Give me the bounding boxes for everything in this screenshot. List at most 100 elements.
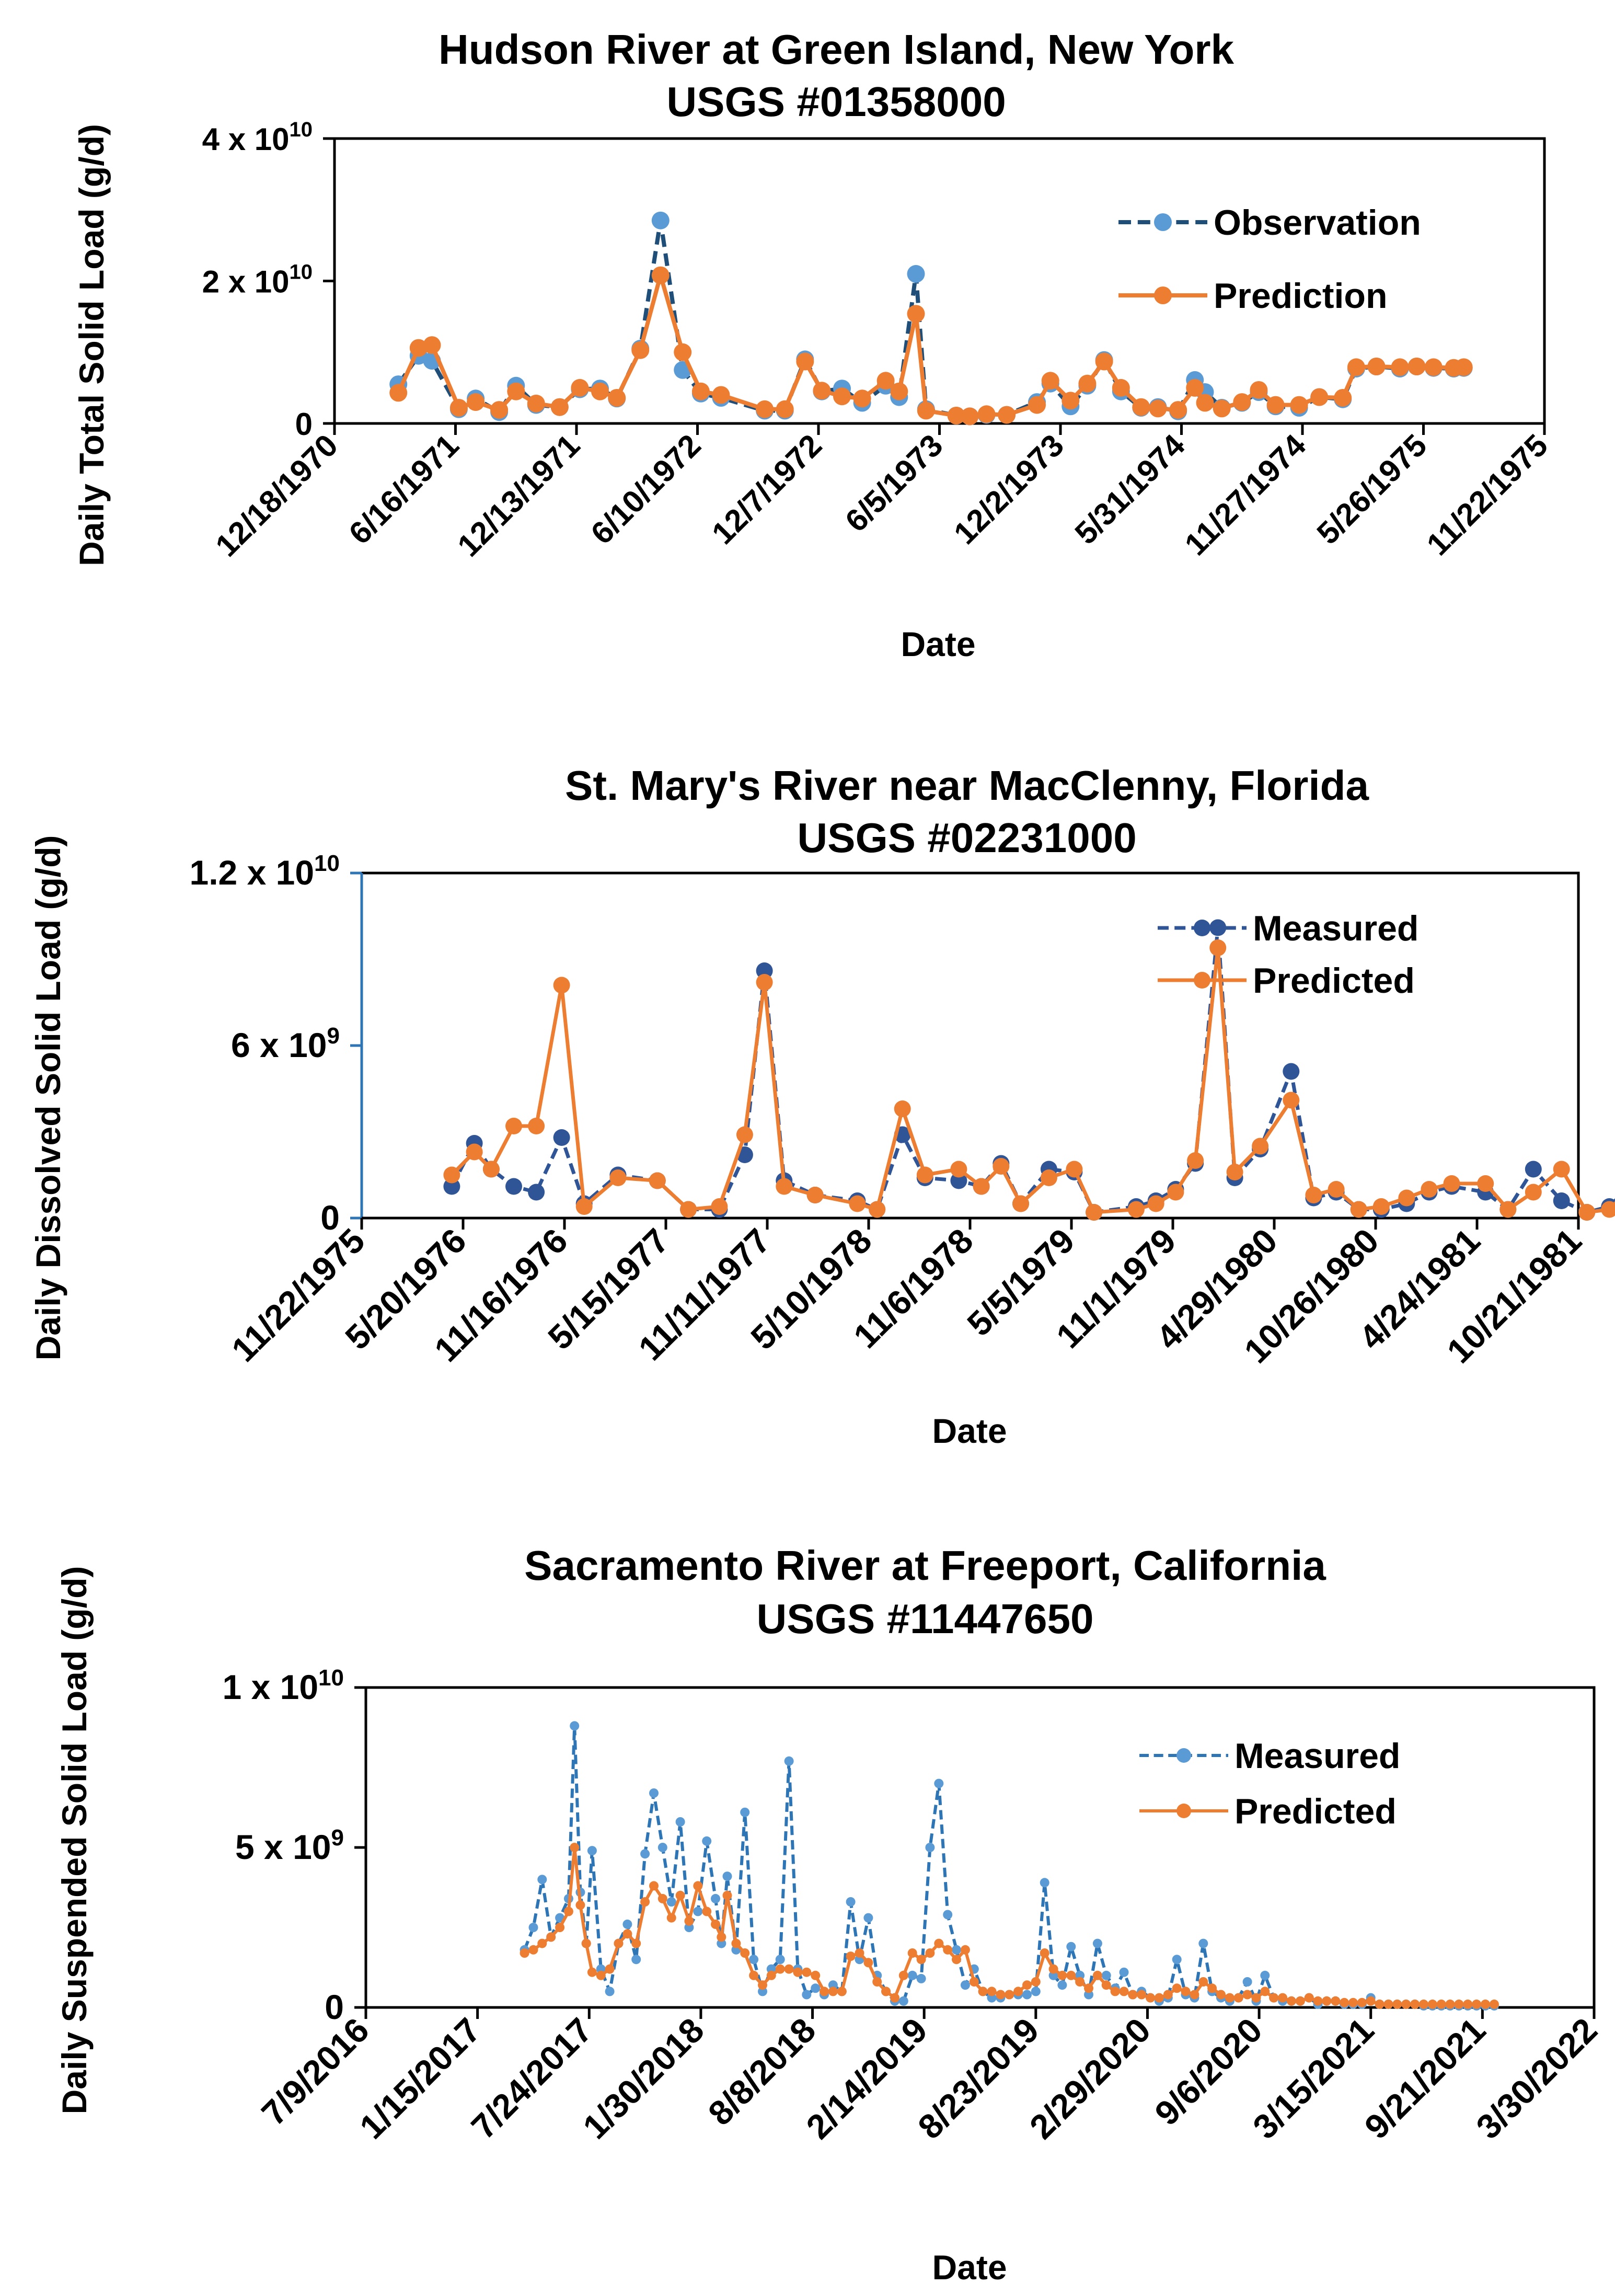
data-point-predicted (775, 1964, 785, 1974)
data-point-predicted (1251, 1993, 1261, 2003)
data-point-predicted (640, 1897, 650, 1907)
data-point-predicted (1331, 1996, 1341, 2006)
data-point-predicted (1012, 1195, 1029, 1212)
data-point-predicted (1322, 1996, 1332, 2006)
y-axis-label: Daily Suspended Solid Load (g/d) (55, 1566, 94, 2115)
data-point-predicted (1481, 1999, 1490, 2009)
data-point-predicted (784, 1964, 794, 1974)
data-point-predicted (731, 1938, 741, 1948)
data-point-prediction (1391, 358, 1409, 376)
data-point-prediction (756, 400, 774, 418)
data-point-predicted (1198, 1977, 1208, 1987)
data-point-prediction (571, 378, 589, 397)
data-point-predicted (1401, 1999, 1411, 2009)
data-point-predicted (520, 1948, 529, 1958)
legend-marker-prediction (1154, 286, 1172, 304)
data-point-predicted (587, 1967, 597, 1977)
data-point-measured (943, 1910, 953, 1920)
data-point-measured (1525, 1161, 1542, 1178)
data-point-prediction (1334, 389, 1352, 407)
data-point-predicted (1031, 1977, 1041, 1987)
data-point-predicted (846, 1951, 856, 1961)
data-point-prediction (853, 389, 871, 408)
data-point-predicted (1340, 1997, 1349, 2007)
data-point-predicted (553, 977, 570, 994)
chart-subtitle: USGS #02231000 (797, 814, 1136, 861)
data-point-measured (649, 1788, 659, 1798)
data-point-measured (952, 1945, 961, 1955)
data-point-predicted (950, 1161, 967, 1178)
data-point-prediction (1424, 358, 1443, 376)
data-point-predicted (1578, 1204, 1596, 1221)
data-point-predicted (482, 1161, 500, 1178)
data-point-predicted (934, 1938, 944, 1948)
data-point-predicted (849, 1195, 866, 1212)
data-point-measured (1198, 1938, 1208, 1948)
legend-marker-predicted (1194, 972, 1210, 989)
legend-label-prediction: Prediction (1214, 276, 1388, 316)
data-point-prediction (1250, 381, 1268, 399)
data-point-predicted (872, 1977, 882, 1987)
data-point-measured (528, 1923, 538, 1932)
data-point-predicted (925, 1948, 935, 1958)
y-axis-label: Daily Dissolved Solid Load (g/d) (29, 835, 67, 1361)
data-point-predicted (1216, 1990, 1226, 2000)
data-point-prediction (1310, 388, 1329, 406)
data-point-prediction (507, 382, 525, 400)
legend-marker-measured (1194, 920, 1210, 936)
data-point-predicted (952, 1955, 961, 1965)
data-point-prediction (389, 384, 408, 402)
data-point-prediction (813, 382, 831, 400)
data-point-predicted (1372, 1198, 1390, 1215)
data-point-prediction (1266, 396, 1285, 414)
y-tick-label: 2 x 1010 (202, 261, 313, 300)
data-point-predicted (466, 1143, 483, 1161)
data-point-predicted (756, 974, 773, 991)
data-point-measured (1283, 1063, 1300, 1080)
data-point-predicted (898, 1970, 908, 1980)
data-point-predicted (537, 1938, 547, 1948)
data-point-prediction (712, 386, 730, 404)
data-point-predicted (1357, 1997, 1367, 2007)
data-point-measured (528, 1184, 545, 1201)
data-point-prediction (1169, 401, 1187, 419)
data-point-predicted (1375, 1999, 1385, 2009)
data-point-predicted (993, 1158, 1010, 1175)
data-point-predicted (1489, 1999, 1499, 2009)
data-point-predicted (596, 1970, 606, 1980)
data-point-predicted (1477, 1175, 1494, 1192)
data-point-predicted (1348, 1997, 1358, 2007)
data-point-measured (537, 1875, 547, 1885)
data-point-predicted (1454, 1999, 1464, 2009)
data-point-measured (553, 1129, 570, 1146)
data-point-measured (916, 1973, 926, 1983)
data-point-predicted (837, 1987, 847, 1996)
data-point-predicted (907, 1948, 917, 1958)
data-point-measured (907, 1970, 917, 1980)
data-point-measured (1119, 1967, 1129, 1977)
data-point-predicted (890, 1993, 899, 2003)
data-point-predicted (828, 1987, 838, 1996)
data-point-predicted (1443, 1175, 1460, 1192)
data-point-predicted (657, 1893, 667, 1903)
data-point-prediction (890, 382, 908, 400)
data-point-prediction (977, 405, 996, 423)
data-point-predicted (766, 1970, 776, 1980)
data-point-predicted (1187, 1152, 1204, 1169)
data-point-measured (605, 1987, 615, 1996)
data-point-predicted (1260, 1987, 1270, 1996)
data-point-predicted (1304, 1993, 1314, 2003)
data-point-measured (631, 1955, 641, 1965)
data-point-predicted (978, 1987, 988, 1996)
chart-subtitle: USGS #01358000 (666, 78, 1006, 125)
data-point-prediction (691, 382, 710, 400)
data-point-measured (960, 1980, 970, 1990)
data-point-predicted (973, 1178, 990, 1195)
data-point-prediction (449, 399, 468, 417)
data-point-predicted (1066, 1161, 1083, 1178)
data-point-predicted (684, 1916, 694, 1926)
data-point-predicted (702, 1907, 712, 1916)
data-point-predicted (563, 1907, 573, 1916)
data-point-predicted (1269, 1993, 1279, 2003)
